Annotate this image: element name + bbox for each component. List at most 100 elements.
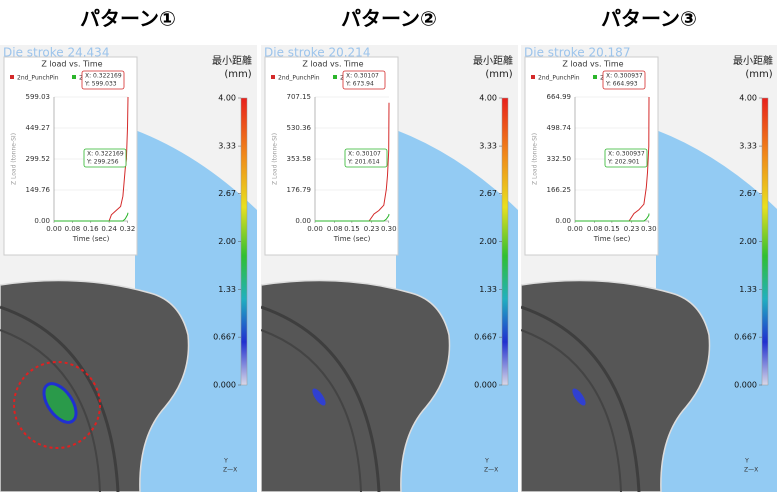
colorbar-label: 0.667: [734, 333, 757, 342]
x-tick-label: 0.00: [307, 225, 323, 233]
workpiece-ring: [0, 305, 120, 492]
colorbar-label: 2.67: [218, 189, 236, 198]
x-tick-label: 0.16: [83, 225, 99, 233]
x-tick-label: 0.08: [327, 225, 343, 233]
x-tick-label: 0.23: [364, 225, 380, 233]
annotation-text: X: 0.30107: [348, 151, 381, 158]
panel-title: パターン①: [80, 7, 176, 31]
annotation-box: [602, 70, 646, 90]
legend-swatch: [333, 75, 337, 79]
x-axis-label: Time (sec): [333, 235, 371, 243]
x-tick-label: 0.00: [46, 225, 62, 233]
colorbar-label: 2.67: [739, 189, 757, 198]
colorbar-label: 0.000: [213, 381, 236, 390]
y-tick-label: 498.74: [547, 124, 572, 132]
triad-label: Z—X: [744, 467, 758, 474]
colorbar-title: 最小距離: [473, 54, 513, 67]
y-tick-label: 449.27: [26, 124, 51, 132]
panel-title: パターン③: [601, 7, 697, 31]
y-tick-label: 176.79: [287, 186, 312, 194]
annotation-text: X: 0.322169: [85, 73, 122, 80]
highlight-circle: [13, 361, 101, 449]
y-tick-label: 530.36: [287, 124, 312, 132]
colorbar-label: 0.667: [474, 333, 497, 342]
load-curve: [54, 96, 129, 222]
colorbar: [761, 97, 769, 386]
y-tick-label: 0.00: [295, 217, 311, 225]
x-tick-label: 0.30: [641, 225, 657, 233]
y-tick-label: 166.25: [547, 186, 572, 194]
chart-title: Z load vs. Time: [41, 60, 102, 69]
annotation-text: Y: 201.614: [347, 159, 380, 166]
load-curve: [54, 212, 129, 222]
colorbar-unit: (mm): [224, 69, 251, 80]
legend-swatch: [271, 75, 275, 79]
y-tick-label: 149.76: [26, 186, 51, 194]
x-axis-label: Time (sec): [593, 235, 631, 243]
colorbar-title: 最小距離: [212, 54, 252, 67]
annotation-text: Y: 673.94: [345, 81, 374, 88]
colorbar-unit: (mm): [745, 69, 772, 80]
annotation-text: Y: 599.033: [84, 81, 117, 88]
annotation-box: [604, 148, 648, 168]
y-axis-label: Z Load (tonne-SI): [532, 133, 539, 185]
annotation-text: X: 0.322169: [87, 151, 124, 158]
contact-area: [312, 388, 326, 406]
annotation-text: X: 0.30107: [346, 73, 379, 80]
annotation-text: X: 0.300937: [608, 151, 645, 158]
colorbar-label: 3.33: [218, 142, 236, 151]
colorbar-label: 1.33: [739, 285, 757, 294]
triad-label: Y: [484, 458, 489, 465]
workpiece-ring: [261, 305, 381, 492]
y-axis-label: Z Load (tonne-SI): [11, 133, 18, 185]
legend-swatch: [10, 75, 14, 79]
y-tick-label: 299.52: [26, 155, 51, 163]
x-tick-label: 0.15: [344, 225, 360, 233]
colorbar-label: 1.33: [479, 285, 497, 294]
y-tick-label: 599.03: [26, 93, 51, 101]
x-tick-label: 0.00: [567, 225, 583, 233]
colorbar-label: 1.33: [218, 285, 236, 294]
colorbar: [240, 97, 248, 386]
workpiece-ring: [521, 329, 622, 492]
colorbar-label: 2.67: [479, 189, 497, 198]
colorbar-label: 2.00: [218, 237, 236, 246]
colorbar-label: 4.00: [218, 94, 236, 103]
y-tick-label: 707.15: [287, 93, 312, 101]
annotation-box: [83, 148, 127, 168]
die-stroke: Die stroke 20.187: [524, 46, 630, 60]
y-tick-label: 332.50: [547, 155, 572, 163]
legend-swatch: [593, 75, 597, 79]
colorbar-label: 0.000: [734, 381, 757, 390]
y-tick-label: 0.00: [34, 217, 50, 225]
annotation-text: Y: 299.256: [86, 159, 119, 166]
annotation-box: [342, 70, 386, 90]
panel-title: パターン②: [341, 7, 437, 31]
colorbar-label: 0.000: [474, 381, 497, 390]
annotation-text: X: 0.300937: [606, 73, 643, 80]
y-tick-label: 664.99: [547, 93, 572, 101]
triad-label: Y: [744, 458, 749, 465]
colorbar-label: 3.33: [739, 142, 757, 151]
load-curve: [315, 213, 390, 222]
load-curve: [575, 96, 650, 222]
x-tick-label: 0.32: [120, 225, 136, 233]
legend-label: 2nd_PunchPin: [538, 75, 580, 82]
triad-label: Y: [223, 458, 228, 465]
x-tick-label: 0.15: [604, 225, 620, 233]
colorbar-label: 0.667: [213, 333, 236, 342]
triad-label: Z—X: [484, 467, 498, 474]
contact-area: [42, 382, 78, 424]
annotation-box: [81, 70, 125, 90]
load-curve: [575, 213, 650, 222]
load-curve: [315, 102, 390, 222]
contact-area: [572, 388, 586, 406]
triad-label: Z—X: [223, 467, 237, 474]
legend-swatch: [72, 75, 76, 79]
x-tick-label: 0.30: [381, 225, 397, 233]
colorbar-label: 2.00: [479, 237, 497, 246]
